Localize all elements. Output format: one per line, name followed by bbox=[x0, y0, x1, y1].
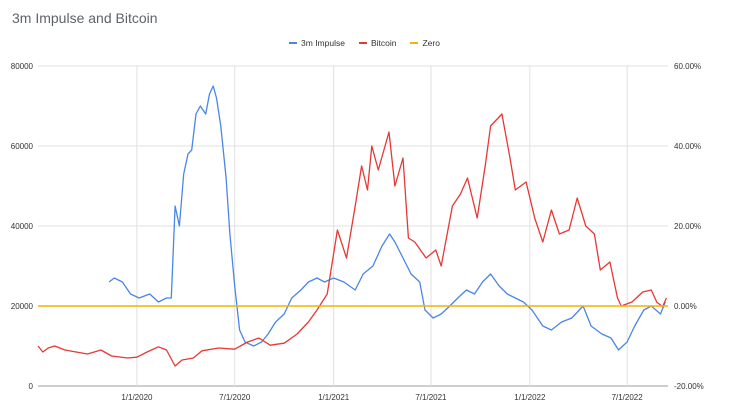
y-left-tick-label: 40000 bbox=[11, 222, 34, 231]
legend-label-impulse: 3m Impulse bbox=[301, 38, 345, 48]
legend-label-zero: Zero bbox=[422, 38, 440, 48]
y-right-tick-label: 40.00% bbox=[674, 142, 701, 151]
x-tick-label: 7/1/2020 bbox=[219, 393, 251, 402]
y-left-tick-label: 0 bbox=[29, 382, 34, 391]
x-tick-label: 1/1/2022 bbox=[514, 393, 546, 402]
legend: 3m Impulse Bitcoin Zero bbox=[0, 38, 729, 48]
y-right-tick-label: 20.00% bbox=[674, 222, 701, 231]
legend-swatch-zero bbox=[410, 42, 419, 44]
x-tick-label: 7/1/2021 bbox=[415, 393, 447, 402]
series-line-bitcoin bbox=[37, 113, 667, 367]
y-left-tick-label: 60000 bbox=[11, 142, 34, 151]
legend-swatch-bitcoin bbox=[358, 42, 367, 44]
y-right-tick-label: 0.00% bbox=[674, 302, 697, 311]
x-tick-label: 7/1/2022 bbox=[612, 393, 644, 402]
y-left-tick-label: 20000 bbox=[11, 302, 34, 311]
chart-title: 3m Impulse and Bitcoin bbox=[12, 10, 158, 26]
legend-item-bitcoin[interactable]: Bitcoin bbox=[358, 38, 397, 48]
x-tick-label: 1/1/2021 bbox=[318, 393, 350, 402]
y-right-tick-label: -20.00% bbox=[674, 382, 704, 391]
legend-item-impulse[interactable]: 3m Impulse bbox=[289, 38, 345, 48]
y-right-tick-label: 60.00% bbox=[674, 62, 701, 71]
y-left-tick-label: 80000 bbox=[11, 62, 34, 71]
legend-label-bitcoin: Bitcoin bbox=[370, 38, 397, 48]
legend-item-zero[interactable]: Zero bbox=[410, 38, 440, 48]
series-line-impulse bbox=[108, 85, 666, 351]
x-tick-label: 1/1/2020 bbox=[121, 393, 153, 402]
legend-swatch-impulse bbox=[289, 42, 298, 44]
